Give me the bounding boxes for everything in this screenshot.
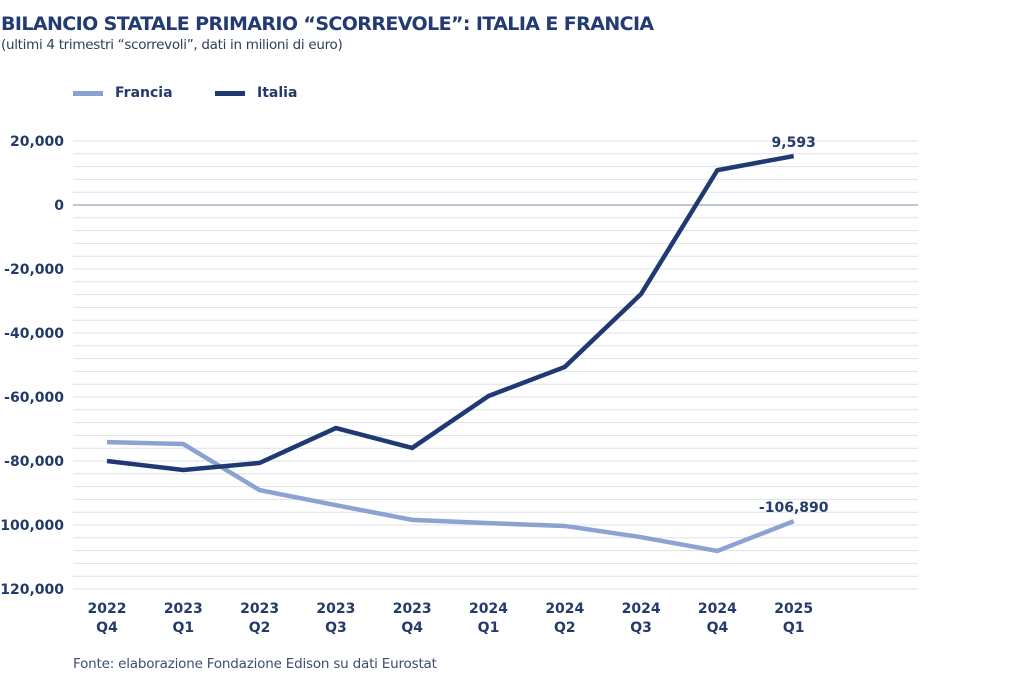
y-axis-ticks: 20,000 0 -20,000 -40,000 -60,000 -80,000 -100,…: [0, 134, 64, 598]
y-tick-label: -20,000: [4, 262, 64, 278]
end-label-francia: -106,890: [759, 500, 829, 516]
chart-subtitle: (ultimi 4 trimestri “scorrevoli”, dati i…: [1, 37, 343, 53]
y-tick-label: -60,000: [4, 390, 64, 406]
x-tick-label-quarter: Q4: [96, 620, 118, 636]
legend-label-francia: Francia: [115, 85, 173, 101]
x-tick-label-year: 2023: [240, 601, 279, 617]
x-tick-label-year: 2024: [545, 601, 584, 617]
x-tick-label-quarter: Q4: [401, 620, 423, 636]
x-tick-label-quarter: Q3: [630, 620, 652, 636]
series-line-italia: [106, 153, 795, 473]
y-tick-label: -40,000: [4, 326, 64, 342]
series-lines: [106, 153, 795, 554]
legend-swatch-francia: [73, 90, 103, 96]
legend-item-francia: Francia: [73, 84, 173, 102]
x-tick-label-quarter: Q2: [554, 620, 576, 636]
x-tick-label-year: 2024: [469, 601, 508, 617]
y-tick-label: -120,000: [0, 582, 64, 598]
x-tick-label-quarter: Q1: [172, 620, 194, 636]
y-tick-label: -100,000: [0, 518, 64, 534]
legend-item-italia: Italia: [215, 84, 297, 102]
y-tick-label: 20,000: [10, 134, 64, 150]
chart-title: BILANCIO STATALE PRIMARIO “SCORREVOLE”: …: [1, 13, 654, 35]
x-tick-label-quarter: Q3: [325, 620, 347, 636]
x-tick-label-quarter: Q1: [783, 620, 805, 636]
y-tick-label: 0: [54, 198, 64, 214]
x-tick-label-year: 2023: [164, 601, 203, 617]
x-tick-label-quarter: Q2: [249, 620, 271, 636]
x-tick-label-year: 2024: [698, 601, 737, 617]
legend-label-italia: Italia: [257, 85, 298, 101]
x-tick-label-year: 2022: [88, 601, 127, 617]
x-tick-label-quarter: Q4: [707, 620, 729, 636]
x-tick-label-year: 2025: [774, 601, 813, 617]
x-tick-label-year: 2023: [393, 601, 432, 617]
x-tick-label-year: 2023: [316, 601, 355, 617]
end-label-italia: 9,593: [772, 135, 816, 151]
data-labels: -106,890 9,593: [759, 135, 829, 516]
x-tick-label-year: 2024: [622, 601, 661, 617]
source-note: Fonte: elaborazione Fondazione Edison su…: [73, 656, 437, 672]
legend-swatch-italia: [215, 90, 245, 96]
y-tick-label: -80,000: [4, 454, 64, 470]
series-line-francia: [106, 439, 795, 554]
x-axis-ticks: 2022 Q4 2023 Q1 2023 Q2 2023 Q3 2023 Q4 2024 Q1 2024…: [88, 601, 814, 636]
x-tick-label-quarter: Q1: [478, 620, 500, 636]
